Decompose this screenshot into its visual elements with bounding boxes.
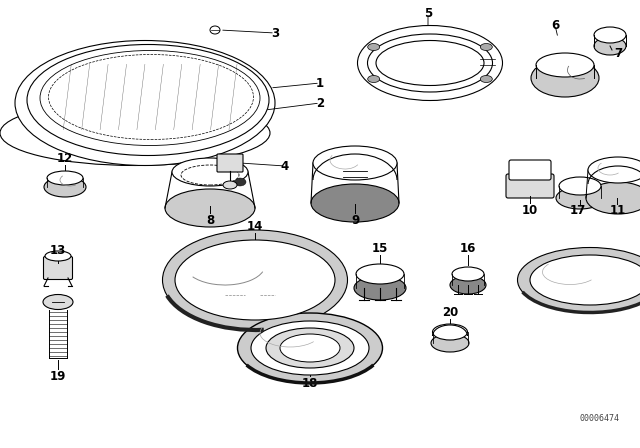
Text: 00006474: 00006474 [580, 414, 620, 422]
Text: 3: 3 [271, 26, 279, 39]
Ellipse shape [47, 171, 83, 185]
Ellipse shape [280, 334, 340, 362]
Ellipse shape [368, 43, 380, 51]
Ellipse shape [251, 321, 369, 375]
Ellipse shape [356, 264, 404, 284]
Text: 12: 12 [57, 151, 73, 164]
Ellipse shape [40, 51, 260, 146]
Ellipse shape [559, 177, 601, 195]
Ellipse shape [175, 240, 335, 320]
Ellipse shape [0, 100, 270, 165]
Ellipse shape [44, 177, 86, 197]
Ellipse shape [15, 40, 275, 165]
Ellipse shape [367, 34, 493, 92]
Text: 11: 11 [610, 203, 626, 216]
Ellipse shape [163, 230, 348, 330]
Text: 14: 14 [247, 220, 263, 233]
Text: 2: 2 [316, 96, 324, 109]
FancyBboxPatch shape [506, 174, 554, 198]
Ellipse shape [313, 146, 397, 180]
Text: 5: 5 [424, 7, 432, 20]
Text: 10: 10 [522, 203, 538, 216]
FancyBboxPatch shape [217, 154, 243, 172]
Ellipse shape [45, 251, 71, 261]
Ellipse shape [531, 59, 599, 97]
Ellipse shape [480, 76, 492, 82]
Ellipse shape [210, 26, 220, 34]
Ellipse shape [536, 53, 594, 77]
Text: 7: 7 [614, 47, 622, 60]
Ellipse shape [376, 40, 484, 86]
Ellipse shape [586, 182, 640, 214]
Ellipse shape [237, 313, 383, 383]
Text: 6: 6 [551, 18, 559, 31]
Ellipse shape [431, 334, 469, 352]
Ellipse shape [433, 324, 467, 340]
Ellipse shape [556, 187, 604, 209]
Ellipse shape [530, 255, 640, 305]
Ellipse shape [165, 189, 255, 227]
Text: 16: 16 [460, 241, 476, 254]
Ellipse shape [594, 27, 626, 43]
Ellipse shape [588, 157, 640, 183]
Ellipse shape [181, 165, 239, 185]
Ellipse shape [450, 276, 486, 294]
Ellipse shape [358, 26, 502, 100]
Text: 17: 17 [570, 203, 586, 216]
Ellipse shape [480, 43, 492, 51]
Text: 15: 15 [372, 241, 388, 254]
Text: 1: 1 [316, 77, 324, 90]
Ellipse shape [452, 267, 484, 281]
Ellipse shape [43, 294, 73, 310]
Ellipse shape [311, 184, 399, 222]
FancyBboxPatch shape [509, 160, 551, 180]
Ellipse shape [594, 37, 626, 55]
Text: 19: 19 [50, 370, 66, 383]
Ellipse shape [368, 76, 380, 82]
Ellipse shape [49, 55, 253, 139]
FancyBboxPatch shape [44, 257, 72, 280]
Text: 18: 18 [302, 376, 318, 389]
Ellipse shape [266, 328, 354, 368]
Ellipse shape [27, 44, 269, 155]
Text: 9: 9 [351, 214, 359, 227]
Ellipse shape [354, 276, 406, 300]
Text: 13: 13 [50, 244, 66, 257]
Ellipse shape [518, 247, 640, 313]
Text: 8: 8 [206, 214, 214, 227]
Text: 20: 20 [442, 306, 458, 319]
Text: 4: 4 [281, 159, 289, 172]
Ellipse shape [172, 158, 248, 186]
Ellipse shape [234, 178, 246, 186]
Ellipse shape [223, 181, 237, 189]
